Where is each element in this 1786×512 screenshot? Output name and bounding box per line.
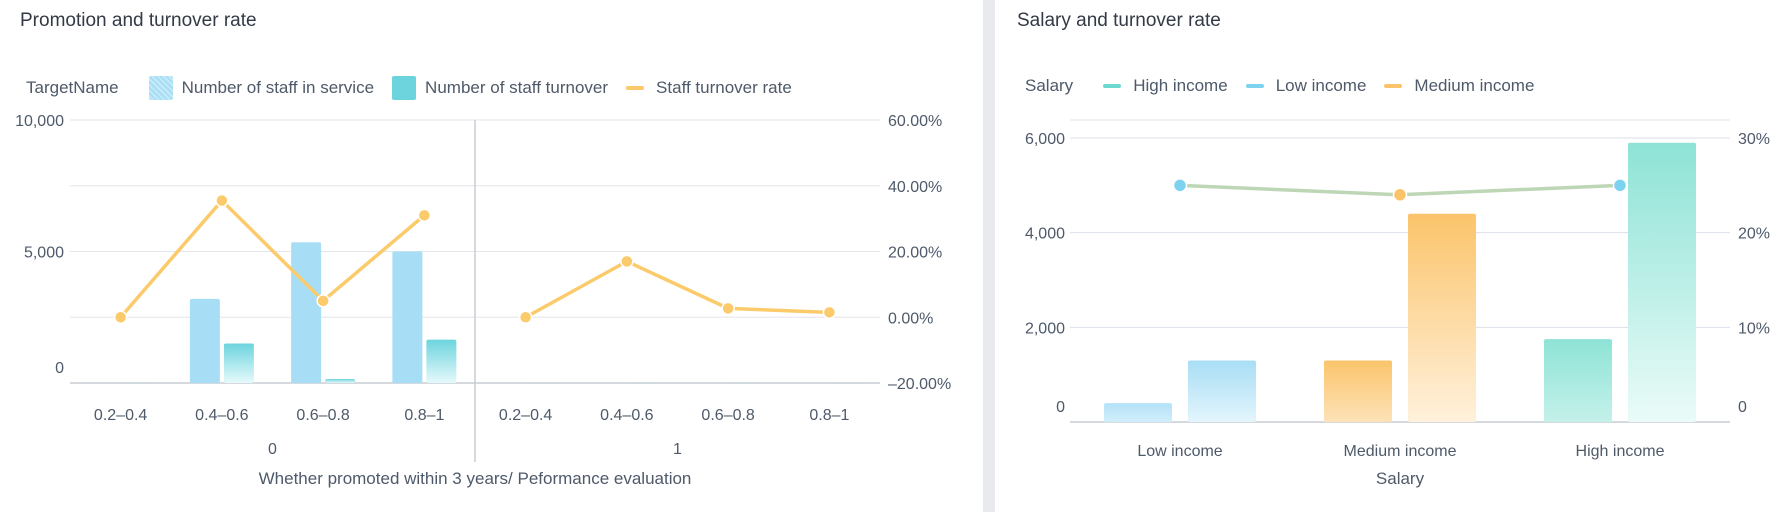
y-right-tick-label: 10% xyxy=(1738,320,1770,337)
y-left-tick-label: 2,000 xyxy=(1025,320,1065,337)
promotion-chart-panel: Promotion and turnover rate TargetName N… xyxy=(15,10,952,488)
y-left-tick-label: 6,000 xyxy=(1025,131,1065,148)
x-tick-label: 0.2–0.4 xyxy=(94,407,147,424)
turnover-rate-line xyxy=(119,198,426,319)
legend-swatch xyxy=(1245,84,1264,88)
bar-staff-turnover xyxy=(1628,142,1696,422)
y-left-tick-label: 0 xyxy=(1056,399,1065,416)
x-tick-label: 0.8–1 xyxy=(404,407,444,424)
bar-staff-turnover xyxy=(223,343,254,383)
y-right-tick-label: 20% xyxy=(1738,226,1770,243)
chart-title: Promotion and turnover rate xyxy=(20,10,257,31)
legend-item-high-income[interactable]: High income xyxy=(1103,76,1228,96)
turnover-rate-line xyxy=(524,259,830,319)
legend-label: Staff turnover rate xyxy=(656,78,792,97)
panel-divider xyxy=(983,0,995,512)
bar-staff-turnover xyxy=(1408,213,1476,422)
x-tick-label: Medium income xyxy=(1344,443,1457,460)
legend-swatch xyxy=(1103,84,1122,88)
legend-swatch xyxy=(626,86,645,90)
y-right-tick-label: –20.00% xyxy=(888,376,951,393)
legend-label: Low income xyxy=(1275,76,1367,95)
turnover-rate-point xyxy=(1392,187,1408,203)
turnover-rate-point xyxy=(518,310,533,324)
turnover-rate-point xyxy=(215,193,229,208)
x-axis-title: Whether promoted within 3 years/ Peforma… xyxy=(259,469,692,488)
legend-label: Medium income xyxy=(1414,76,1535,95)
bar-staff-in-service xyxy=(291,242,322,383)
x-tick-label: 0.2–0.4 xyxy=(499,407,552,424)
y-left-tick-label: 5,000 xyxy=(24,245,64,262)
x-axis-title: Salary xyxy=(1376,469,1425,488)
legend-item-staff-in-service[interactable]: Number of staff in service xyxy=(148,76,375,100)
turnover-rate-point xyxy=(721,301,735,316)
legend-swatch xyxy=(148,76,173,100)
y-right-tick-label: 20.00% xyxy=(888,245,942,262)
turnover-rate-point xyxy=(1612,178,1628,193)
promotion-chart-plot: 60.00% 40.00% 20.00% 0.00% –20.00% 10,000 5,00… xyxy=(15,113,951,488)
turnover-rate-point xyxy=(620,254,634,269)
chart-legend: Salary High income Low income Medium inc… xyxy=(1025,76,1552,96)
bar-staff-turnover xyxy=(325,379,356,383)
legend-title: Salary xyxy=(1025,76,1074,95)
legend-swatch xyxy=(392,76,417,100)
x-group-label: 0 xyxy=(268,441,277,458)
x-tick-label: 0.6–0.8 xyxy=(701,407,754,424)
bar-staff-turnover xyxy=(426,339,457,383)
y-right-tick-label: 0.00% xyxy=(888,310,933,327)
bar-staff-in-service xyxy=(1324,360,1392,422)
y-right-tick-label: 0 xyxy=(1738,399,1747,416)
y-left-tick-label: 10,000 xyxy=(15,113,64,130)
legend-item-low-income[interactable]: Low income xyxy=(1245,76,1367,96)
chart-title: Salary and turnover rate xyxy=(1017,10,1221,31)
x-tick-label: High income xyxy=(1576,443,1665,460)
bar-staff-in-service xyxy=(189,298,220,383)
y-left-tick-label: 0 xyxy=(55,360,64,377)
x-tick-label: 0.6–0.8 xyxy=(296,407,349,424)
legend-item-turnover-rate[interactable]: Staff turnover rate xyxy=(626,78,792,98)
x-tick-label: 0.4–0.6 xyxy=(600,407,653,424)
legend-label: Number of staff turnover xyxy=(425,78,609,97)
chart-legend: TargetName Number of staff in service Nu… xyxy=(26,76,810,100)
legend-swatch xyxy=(1384,84,1403,88)
turnover-rate-point xyxy=(113,310,128,324)
bar-staff-in-service xyxy=(392,251,423,383)
legend-title: TargetName xyxy=(26,78,119,97)
bar-staff-in-service xyxy=(1544,339,1612,422)
legend-item-staff-turnover[interactable]: Number of staff turnover xyxy=(392,76,608,100)
y-right-tick-label: 60.00% xyxy=(888,113,942,130)
x-tick-label: Low income xyxy=(1137,443,1222,460)
salary-chart-panel: Salary and turnover rate Salary High inc… xyxy=(995,0,1786,512)
legend-label: High income xyxy=(1133,76,1228,95)
y-left-tick-label: 4,000 xyxy=(1025,226,1065,243)
bar-staff-in-service xyxy=(1104,403,1172,422)
turnover-rate-point xyxy=(417,208,432,223)
turnover-rate-point xyxy=(822,305,837,320)
legend-item-medium-income[interactable]: Medium income xyxy=(1384,76,1534,96)
y-right-tick-label: 40.00% xyxy=(888,179,942,196)
x-group-label: 1 xyxy=(673,441,682,458)
x-tick-label: 0.4–0.6 xyxy=(195,407,248,424)
turnover-rate-point xyxy=(1172,178,1188,193)
y-right-tick-label: 30% xyxy=(1738,131,1770,148)
salary-chart-plot: 6,000 4,000 2,000 0 30% 20% 10% 0 Low income Medi… xyxy=(1025,119,1770,488)
bar-staff-turnover xyxy=(1188,360,1256,422)
legend-label: Number of staff in service xyxy=(181,78,375,97)
turnover-rate-point xyxy=(316,294,330,308)
x-tick-label: 0.8–1 xyxy=(809,407,849,424)
